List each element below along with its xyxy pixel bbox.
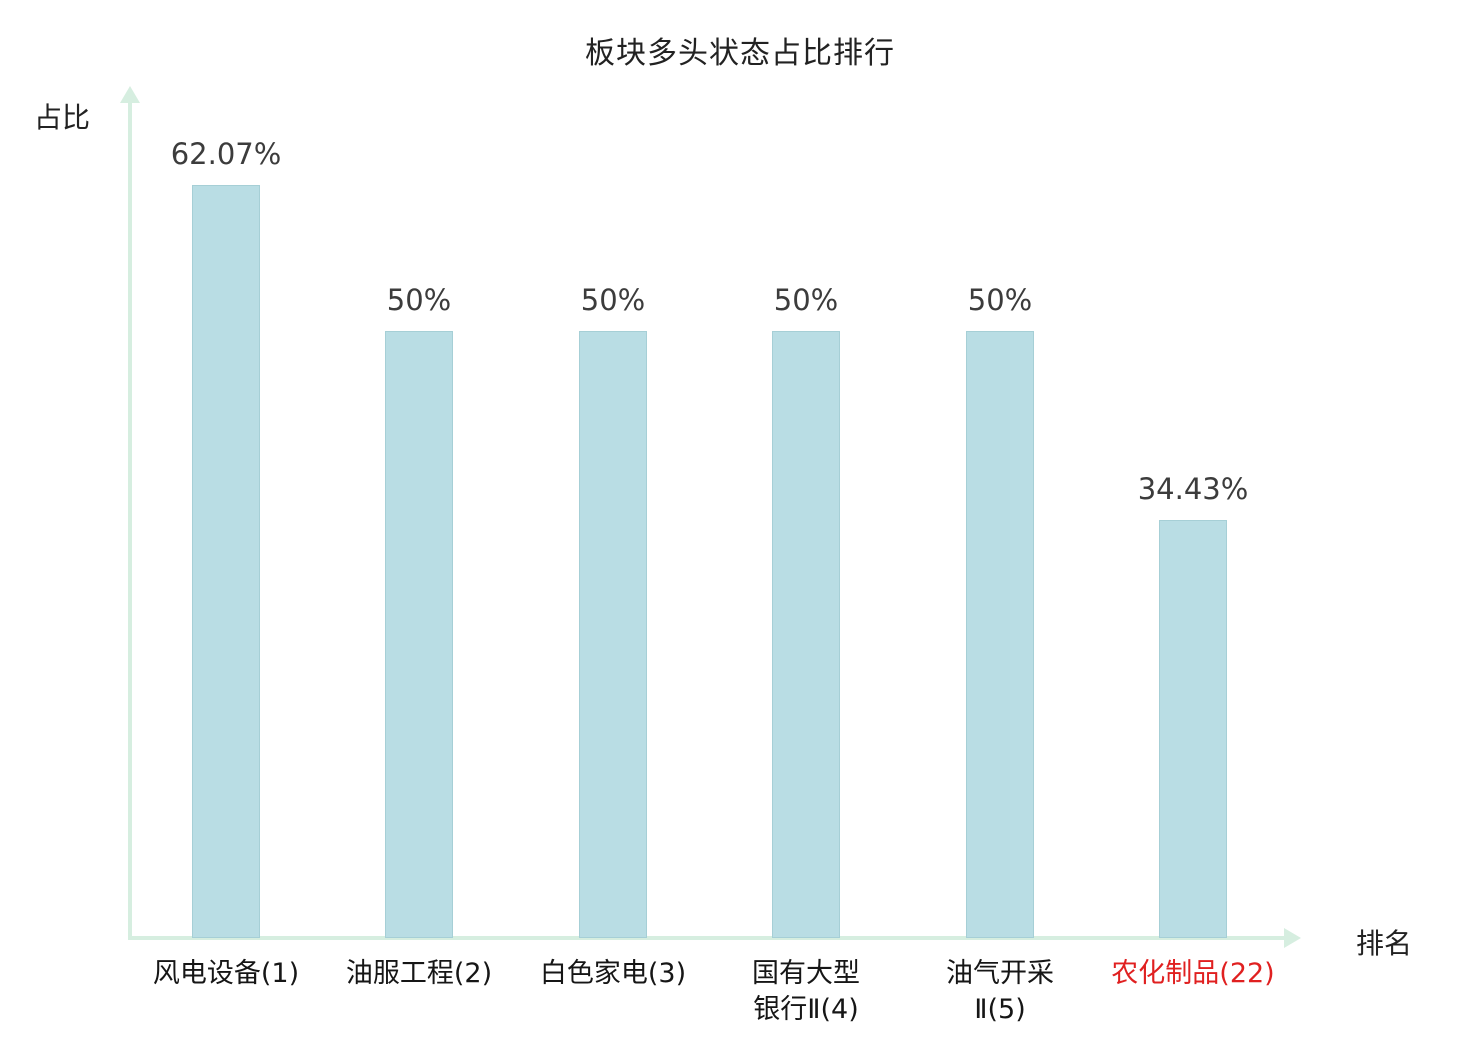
category-label: 白色家电(3) bbox=[498, 956, 728, 992]
chart-title: 板块多头状态占比排行 bbox=[585, 36, 895, 71]
bar-2 bbox=[385, 331, 453, 938]
bar-3 bbox=[579, 331, 647, 938]
bar-value-label: 50% bbox=[967, 283, 1033, 317]
category-label: 油服工程(2) bbox=[304, 956, 534, 992]
category-label-line: 风电设备(1) bbox=[152, 958, 300, 989]
bar-value-label: 50% bbox=[773, 283, 839, 317]
category-label: 农化制品(22) bbox=[1078, 956, 1308, 992]
bar-6 bbox=[1159, 520, 1227, 938]
category-label: 风电设备(1) bbox=[111, 956, 341, 992]
category-label-line: 银行Ⅱ(4) bbox=[753, 994, 859, 1025]
x-axis-label: 排名 bbox=[1356, 927, 1413, 960]
bar-value-label: 34.43% bbox=[1137, 472, 1249, 506]
category-label-line: Ⅱ(5) bbox=[974, 994, 1026, 1025]
category-label-line: 国有大型 bbox=[752, 958, 860, 989]
category-label-line: 白色家电(3) bbox=[539, 958, 687, 989]
x-axis-arrow-icon bbox=[1284, 928, 1301, 948]
bar-5 bbox=[966, 331, 1034, 938]
y-axis-label: 占比 bbox=[34, 101, 91, 134]
category-label-line: 农化制品(22) bbox=[1111, 958, 1275, 989]
bar-4 bbox=[772, 331, 840, 938]
bar-value-label: 50% bbox=[580, 283, 646, 317]
y-axis-arrow-icon bbox=[120, 86, 140, 103]
category-label: 油气开采 Ⅱ(5) bbox=[885, 956, 1115, 1028]
category-label: 国有大型银行Ⅱ(4) bbox=[691, 956, 921, 1028]
category-label-line: 油服工程(2) bbox=[345, 958, 493, 989]
category-label-line: 油气开采 bbox=[946, 958, 1054, 989]
y-axis-line bbox=[128, 102, 132, 940]
x-axis-line bbox=[128, 936, 1286, 940]
bar-value-label: 50% bbox=[386, 283, 452, 317]
bar-value-label: 62.07% bbox=[170, 137, 282, 171]
bar-1 bbox=[192, 185, 260, 938]
